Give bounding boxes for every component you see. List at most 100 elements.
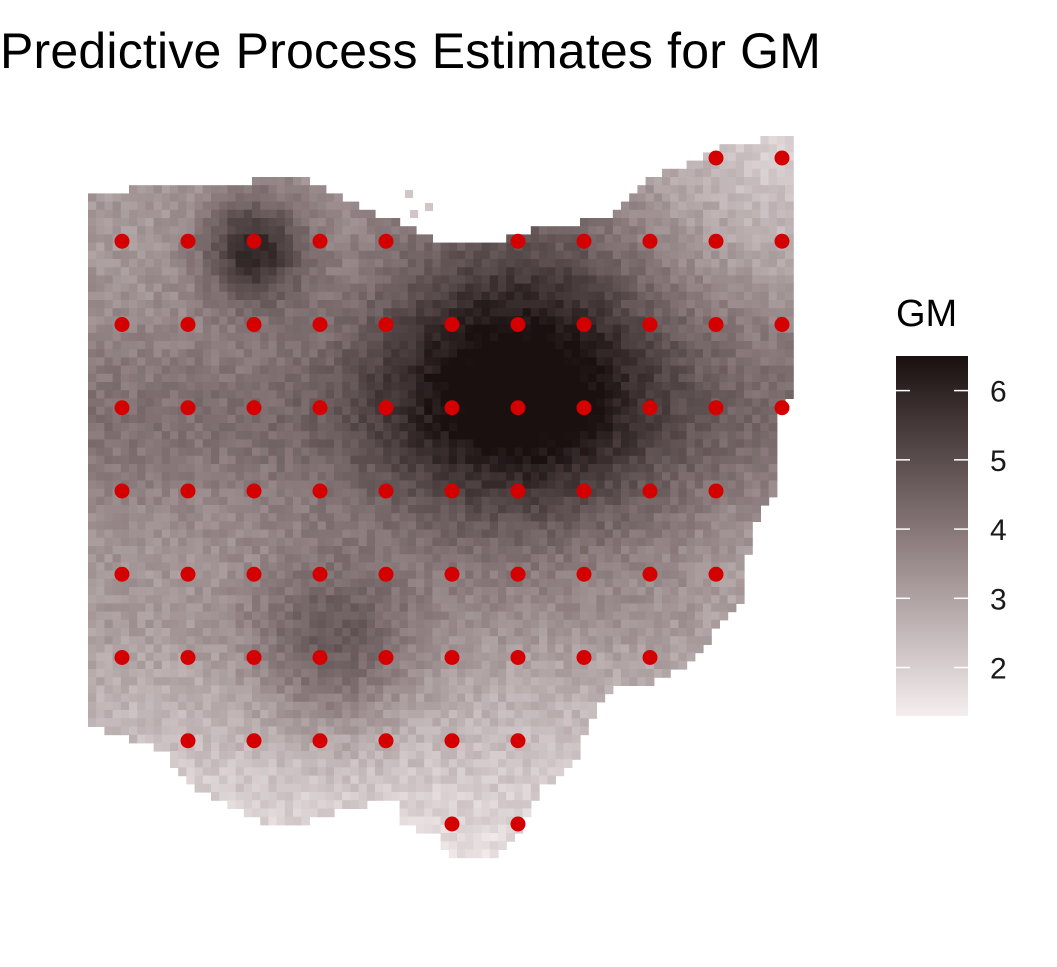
raster-cell [366,414,376,424]
raster-cell [555,398,565,408]
raster-cell [670,595,679,604]
raster-cell [588,513,597,522]
raster-cell [637,472,647,481]
raster-cell [407,595,417,604]
raster-cell [580,283,589,293]
raster-cell [653,537,663,547]
raster-cell [432,250,442,260]
raster-cell [219,341,228,350]
raster-cell [342,332,351,342]
raster-cell [202,447,212,457]
raster-cell [465,521,474,531]
raster-cell [539,324,548,334]
raster-cell [645,209,655,219]
raster-cell [137,332,146,342]
raster-cell [104,308,114,317]
raster-cell [383,373,392,383]
raster-cell [366,537,376,547]
raster-cell [465,447,474,457]
raster-cell [129,570,138,580]
raster-cell [145,496,155,506]
raster-cell [629,529,638,539]
raster-cell [112,611,122,621]
raster-cell [637,382,647,391]
raster-cell [432,554,442,563]
raster-cell [629,488,638,498]
raster-cell [366,398,376,408]
raster-cell [342,308,351,317]
raster-cell [194,291,204,301]
raster-cell [104,603,114,613]
raster-cell [112,308,122,317]
raster-cell [424,332,433,342]
raster-cell [383,537,392,547]
raster-cell [539,496,548,506]
raster-cell [399,341,409,350]
raster-cell [301,652,310,662]
raster-cell [506,529,515,539]
raster-cell [670,423,679,432]
raster-cell [604,398,614,408]
raster-cell [744,168,753,178]
raster-cell [161,685,171,695]
raster-cell [129,513,138,522]
raster-cell [112,537,122,547]
raster-cell [416,496,425,506]
raster-cell [219,275,228,285]
raster-cell [129,218,138,227]
raster-cell [768,390,778,399]
raster-cell [514,537,524,547]
raster-cell [178,464,187,473]
raster-cell [621,660,630,670]
raster-cell [596,496,606,506]
raster-cell [678,439,688,449]
raster-cell [211,505,220,514]
raster-cell [473,349,483,358]
raster-cell [112,521,122,531]
raster-cell [276,464,286,473]
raster-cell [301,357,310,367]
raster-cell [530,513,540,522]
raster-cell [88,398,97,408]
raster-cell [768,398,778,408]
raster-cell [178,521,187,531]
raster-cell [399,611,409,621]
raster-cell [760,201,770,211]
raster-cell [112,546,122,555]
raster-cell [514,546,524,555]
raster-cell [194,439,204,449]
raster-cell [547,685,556,695]
raster-cell [186,291,196,301]
raster-cell [112,250,122,260]
raster-cell [637,455,647,465]
raster-cell [424,677,433,686]
raster-cell [391,472,401,481]
raster-cell [580,414,589,424]
raster-cell [309,349,319,358]
raster-cell [120,341,130,350]
raster-cell [686,250,696,260]
raster-cell [473,464,483,473]
raster-cell [653,300,663,309]
raster-cell [489,324,499,334]
raster-cell [407,357,417,367]
raster-cell [161,193,171,203]
raster-cell [129,316,138,326]
raster-cell [178,431,187,440]
raster-cell [547,423,556,432]
raster-cell [768,144,778,153]
raster-cell [342,439,351,449]
raster-cell [653,578,663,588]
raster-cell [96,472,105,481]
raster-cell [399,595,409,604]
raster-cell [375,250,384,260]
raster-cell [662,529,671,539]
raster-cell [96,529,105,539]
raster-cell [514,611,524,621]
raster-cell [350,398,360,408]
raster-cell [112,578,122,588]
raster-cell [694,480,704,490]
raster-cell [637,357,647,367]
raster-cell [161,185,171,194]
raster-cell [88,480,97,490]
